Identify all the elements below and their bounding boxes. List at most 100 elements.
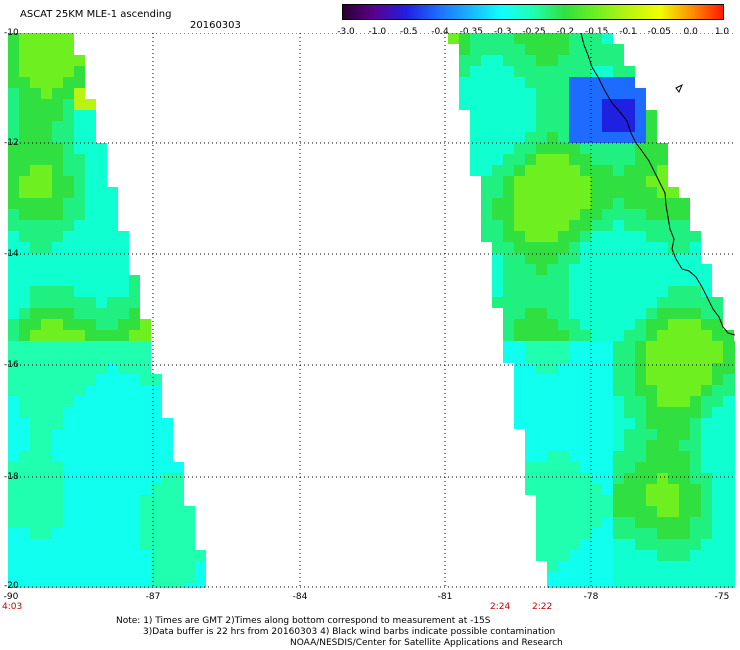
data-cell: [8, 165, 19, 176]
note-line-3: NOAA/NESDIS/Center for Satellite Applica…: [290, 638, 563, 648]
data-cell: [30, 572, 41, 583]
data-cell: [52, 484, 63, 495]
data-cell: [547, 341, 558, 352]
data-cell: [547, 264, 558, 275]
data-cell: [140, 363, 151, 374]
data-cell: [514, 121, 525, 132]
data-cell: [63, 374, 74, 385]
island-outline: [675, 83, 683, 93]
data-cell: [635, 198, 646, 209]
data-cell: [41, 330, 52, 341]
data-cell: [547, 187, 558, 198]
data-cell: [492, 88, 503, 99]
data-cell: [151, 385, 162, 396]
data-cell: [624, 561, 635, 572]
data-cell: [129, 374, 140, 385]
data-cell: [701, 319, 712, 330]
data-cell: [635, 418, 646, 429]
data-cell: [118, 495, 129, 506]
data-cell: [492, 286, 503, 297]
data-cell: [503, 33, 514, 44]
data-cell: [85, 550, 96, 561]
data-cell: [492, 33, 503, 44]
data-cell: [734, 506, 735, 517]
data-cell: [668, 341, 679, 352]
data-cell: [635, 154, 646, 165]
data-cell: [492, 66, 503, 77]
data-cell: [525, 187, 536, 198]
data-cell: [481, 143, 492, 154]
data-cell: [52, 396, 63, 407]
data-cell: [602, 396, 613, 407]
data-cell: [613, 187, 624, 198]
data-cell: [19, 99, 30, 110]
data-cell: [580, 242, 591, 253]
data-cell: [525, 198, 536, 209]
data-cell: [712, 352, 723, 363]
data-cell: [657, 253, 668, 264]
data-cell: [734, 440, 735, 451]
data-cell: [74, 132, 85, 143]
data-cell: [646, 132, 657, 143]
data-cell: [503, 341, 514, 352]
data-cell: [96, 330, 107, 341]
data-cell: [668, 550, 679, 561]
data-cell: [41, 88, 52, 99]
data-cell: [85, 528, 96, 539]
data-cell: [569, 66, 580, 77]
data-cell: [712, 572, 723, 583]
data-cell: [107, 319, 118, 330]
data-cell: [624, 242, 635, 253]
data-cell: [580, 517, 591, 528]
data-cell: [107, 242, 118, 253]
data-cell: [525, 132, 536, 143]
data-cell: [624, 462, 635, 473]
data-cell: [635, 561, 646, 572]
data-cell: [558, 572, 569, 583]
data-cell: [118, 506, 129, 517]
data-cell: [679, 407, 690, 418]
data-cell: [580, 550, 591, 561]
data-cell: [52, 341, 63, 352]
data-cell: [30, 220, 41, 231]
data-cell: [580, 220, 591, 231]
data-cell: [514, 55, 525, 66]
data-cell: [195, 572, 206, 583]
data-cell: [701, 429, 712, 440]
data-cell: [613, 242, 624, 253]
data-cell: [96, 462, 107, 473]
data-cell: [459, 55, 470, 66]
data-cell: [602, 407, 613, 418]
color-scale-label: 0.0: [683, 27, 698, 37]
data-cell: [602, 385, 613, 396]
data-cell: [712, 550, 723, 561]
data-cell: [63, 407, 74, 418]
data-cell: [723, 484, 734, 495]
data-cell: [129, 561, 140, 572]
data-cell: [8, 99, 19, 110]
data-cell: [624, 209, 635, 220]
data-cell: [96, 154, 107, 165]
data-cell: [74, 451, 85, 462]
color-scale-label: -0.05: [647, 27, 671, 37]
data-cell: [52, 352, 63, 363]
data-cell: [118, 407, 129, 418]
data-cell: [129, 407, 140, 418]
data-cell: [19, 572, 30, 583]
data-cell: [63, 462, 74, 473]
data-cell: [558, 583, 569, 588]
data-cell: [734, 572, 735, 583]
data-cell: [140, 462, 151, 473]
data-cell: [19, 440, 30, 451]
data-cell: [30, 319, 41, 330]
data-cell: [591, 363, 602, 374]
data-cell: [63, 110, 74, 121]
data-cell: [19, 418, 30, 429]
data-cell: [635, 440, 646, 451]
data-cell: [580, 506, 591, 517]
data-cell: [613, 121, 624, 132]
data-cell: [657, 308, 668, 319]
data-cell: [63, 561, 74, 572]
data-cell: [602, 110, 613, 121]
data-cell: [514, 374, 525, 385]
